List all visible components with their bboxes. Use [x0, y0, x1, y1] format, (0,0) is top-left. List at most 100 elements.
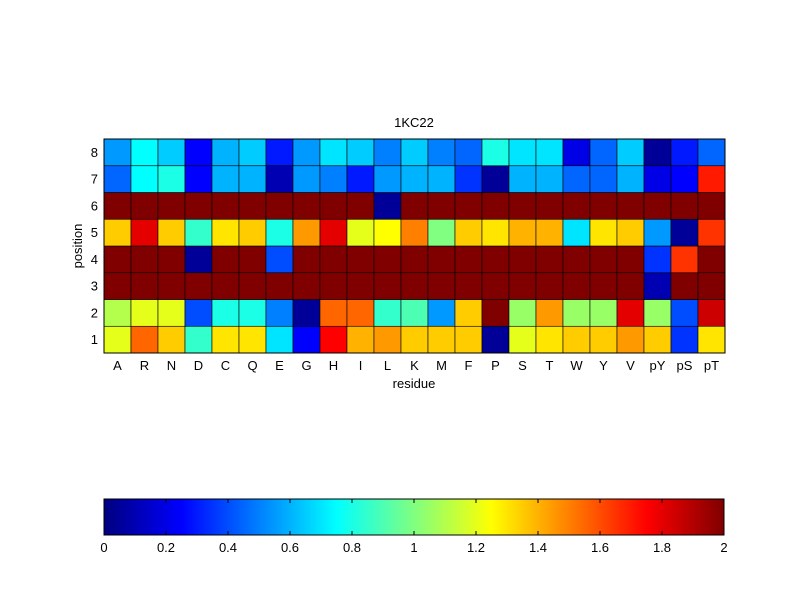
heatmap-cell	[697, 325, 726, 354]
colorbar-tick-label: 0.6	[281, 540, 299, 555]
heatmap-cell	[346, 138, 375, 167]
y-tick-label: 3	[91, 279, 98, 294]
x-axis-label: residue	[393, 376, 436, 391]
heatmap-cell	[103, 192, 132, 220]
heatmap-cell	[130, 192, 159, 220]
colorbar-tick-label: 0	[100, 540, 107, 555]
heatmap-cells	[103, 138, 726, 354]
heatmap-cell	[184, 272, 213, 300]
heatmap-cell	[697, 165, 726, 193]
heatmap-cell	[103, 325, 132, 354]
heatmap-cell	[319, 325, 348, 354]
heatmap-cell	[697, 218, 726, 247]
heatmap-cell	[670, 325, 699, 354]
heatmap-cell	[643, 245, 672, 274]
x-tick-label: F	[465, 358, 473, 373]
heatmap-cell	[481, 325, 510, 354]
heatmap-cell	[103, 245, 132, 274]
heatmap-cell	[292, 272, 321, 300]
heatmap-cell	[427, 165, 456, 193]
heatmap-cell	[211, 325, 240, 354]
heatmap-cell	[616, 138, 645, 167]
heatmap-cell	[400, 325, 429, 354]
x-tick-label: pS	[677, 358, 693, 373]
heatmap-cell	[670, 138, 699, 167]
heatmap-cell	[211, 192, 240, 220]
x-tick-label: E	[275, 358, 284, 373]
heatmap-cell	[184, 325, 213, 354]
heatmap-cell	[319, 299, 348, 327]
heatmap-cell	[616, 192, 645, 220]
heatmap-cell	[184, 192, 213, 220]
heatmap-cell	[616, 165, 645, 193]
colorbar-tick-label: 1.6	[591, 540, 609, 555]
heatmap-cell	[427, 299, 456, 327]
x-tick-label: C	[221, 358, 230, 373]
heatmap-cell	[427, 325, 456, 354]
heatmap-cell	[292, 165, 321, 193]
colorbar-tick-label: 0.2	[157, 540, 175, 555]
heatmap-cell	[265, 245, 294, 274]
heatmap-cell	[454, 299, 483, 327]
heatmap-cell	[670, 272, 699, 300]
heatmap-cell	[616, 325, 645, 354]
heatmap-cell	[697, 299, 726, 327]
heatmap-cell	[454, 138, 483, 167]
heatmap-cell	[400, 192, 429, 220]
heatmap-cell	[400, 218, 429, 247]
heatmap-cell	[508, 165, 537, 193]
heatmap-cell	[184, 138, 213, 167]
heatmap-cell	[697, 138, 726, 167]
heatmap-cell	[238, 192, 267, 220]
heatmap-cell	[130, 218, 159, 247]
y-tick-label: 5	[91, 225, 98, 240]
heatmap-cell	[643, 192, 672, 220]
heatmap-cell	[616, 245, 645, 274]
heatmap-cell	[670, 165, 699, 193]
x-tick-label: N	[167, 358, 176, 373]
heatmap-cell	[157, 245, 186, 274]
heatmap-cell	[130, 325, 159, 354]
heatmap-cell	[508, 138, 537, 167]
heatmap-cell	[643, 272, 672, 300]
colorbar-tick-label: 2	[720, 540, 727, 555]
heatmap-cell	[562, 192, 591, 220]
colorbar-tick-label: 1.2	[467, 540, 485, 555]
heatmap-cell	[265, 192, 294, 220]
x-tick-label: P	[491, 358, 500, 373]
heatmap-cell	[589, 272, 618, 300]
heatmap-cell	[211, 245, 240, 274]
heatmap-cell	[643, 138, 672, 167]
heatmap-cell	[697, 192, 726, 220]
heatmap-cell	[157, 192, 186, 220]
heatmap-cell	[535, 245, 564, 274]
heatmap-cell	[481, 272, 510, 300]
heatmap-cell	[292, 218, 321, 247]
colorbar-tick-label: 0.4	[219, 540, 237, 555]
heatmap-cell	[508, 272, 537, 300]
colorbar-gradient	[104, 499, 724, 535]
heatmap-cell	[562, 325, 591, 354]
heatmap-cell	[481, 245, 510, 274]
heatmap-cell	[103, 165, 132, 193]
heatmap-cell	[481, 218, 510, 247]
heatmap-cell	[589, 245, 618, 274]
y-tick-label: 4	[91, 252, 98, 267]
heatmap-cell	[238, 245, 267, 274]
heatmap-cell	[454, 192, 483, 220]
heatmap-cell	[562, 218, 591, 247]
y-axis-ticks: 1 2 3 4 5 6 7 8	[91, 145, 98, 347]
x-tick-label: pY	[650, 358, 666, 373]
x-tick-label: H	[329, 358, 338, 373]
y-tick-label: 1	[91, 332, 98, 347]
heatmap-cell	[427, 192, 456, 220]
heatmap-cell	[400, 138, 429, 167]
heatmap-cell	[184, 245, 213, 274]
chart-title: 1KC22	[394, 115, 434, 130]
heatmap-cell	[373, 299, 402, 327]
x-tick-label: G	[301, 358, 311, 373]
heatmap-cell	[535, 165, 564, 193]
heatmap-cell	[589, 299, 618, 327]
heatmap-cell	[373, 138, 402, 167]
